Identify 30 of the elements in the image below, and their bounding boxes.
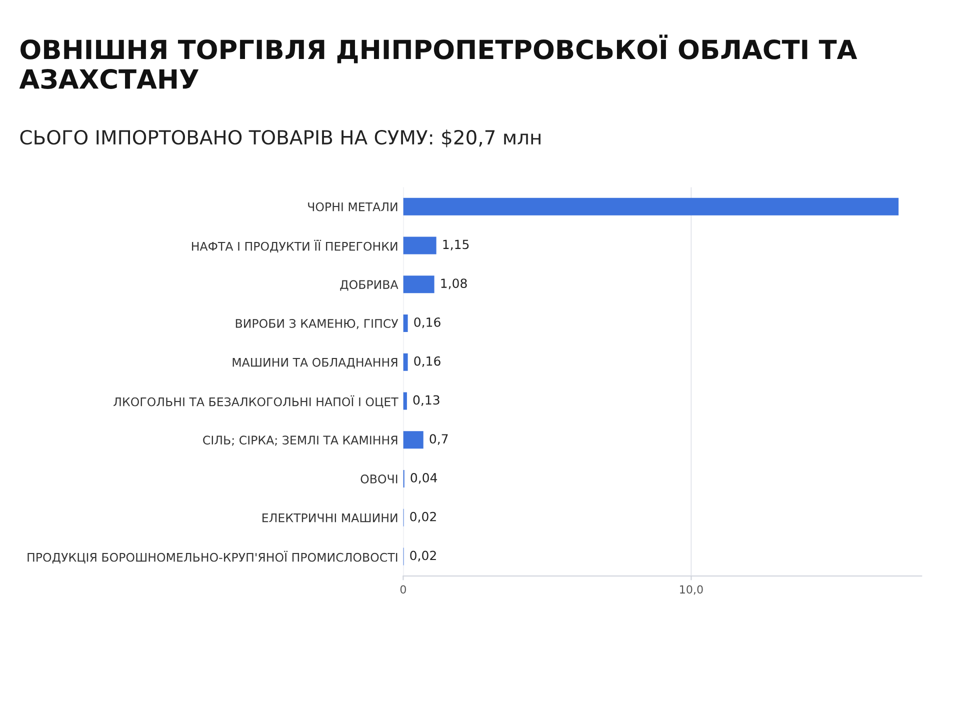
y-tick-label: МАШИНИ ТА ОБЛАДНАННЯ: [232, 358, 398, 368]
bar: [403, 431, 424, 449]
bar: [403, 392, 407, 410]
y-tick-label: ОВОЧІ: [360, 474, 398, 484]
y-tick-label: ЛКОГОЛЬНІ ТА БЕЗАЛКОГОЛЬНІ НАПОЇ І ОЦЕТ: [114, 395, 398, 408]
chart-subtitle: СЬОГО ІМПОРТОВАНО ТОВАРІВ НА СУМУ: $20,7 млн: [20, 130, 540, 148]
y-tick-label: ВИРОБИ З КАМЕНЮ, ГІПСУ: [236, 319, 398, 330]
data-label: 0,16: [414, 317, 440, 328]
x-tick-label: 0: [400, 585, 406, 594]
bar: [403, 353, 408, 371]
bar: [403, 314, 408, 332]
bar: [403, 198, 899, 216]
y-tick-label: СІЛЬ; СІРКА; ЗЕМЛІ ТА КАМІННЯ: [203, 436, 398, 446]
y-tick-label: ДОБРИВА: [340, 280, 398, 291]
data-label: 0,04: [410, 472, 438, 484]
bar: [403, 276, 434, 294]
data-label: 0,16: [414, 356, 440, 368]
y-tick-label: ПРОДУКЦІЯ БОРОШНОМЕЛЬНО-КРУП'ЯНОЇ ПРОМИСЛОВОСТІ: [28, 550, 398, 564]
data-label: 1,08: [441, 278, 467, 290]
data-label: 0,7: [430, 434, 448, 445]
chart-title: ОВНІШНЯ ТОРГІВЛЯ ДНІПРОПЕТРОВСЬКОЇ ОБЛАСТІ ТА АЗАХСТАНУ: [19, 34, 858, 89]
y-tick-label: ЧОРНІ МЕТАЛИ: [308, 202, 398, 212]
data-label: 0,02: [410, 512, 436, 523]
data-label: 0,13: [413, 395, 440, 406]
data-label: 0,02: [410, 550, 436, 562]
x-tick-label: 10,0: [680, 585, 703, 595]
bar: [403, 236, 436, 254]
data-label: 1,15: [443, 240, 469, 250]
y-tick-label: НАФТА І ПРОДУКТИ ЇЇ ПЕРЕГОНКИ: [192, 240, 398, 252]
y-tick-label: ЕЛЕКТРИЧНІ МАШИНИ: [262, 514, 398, 522]
